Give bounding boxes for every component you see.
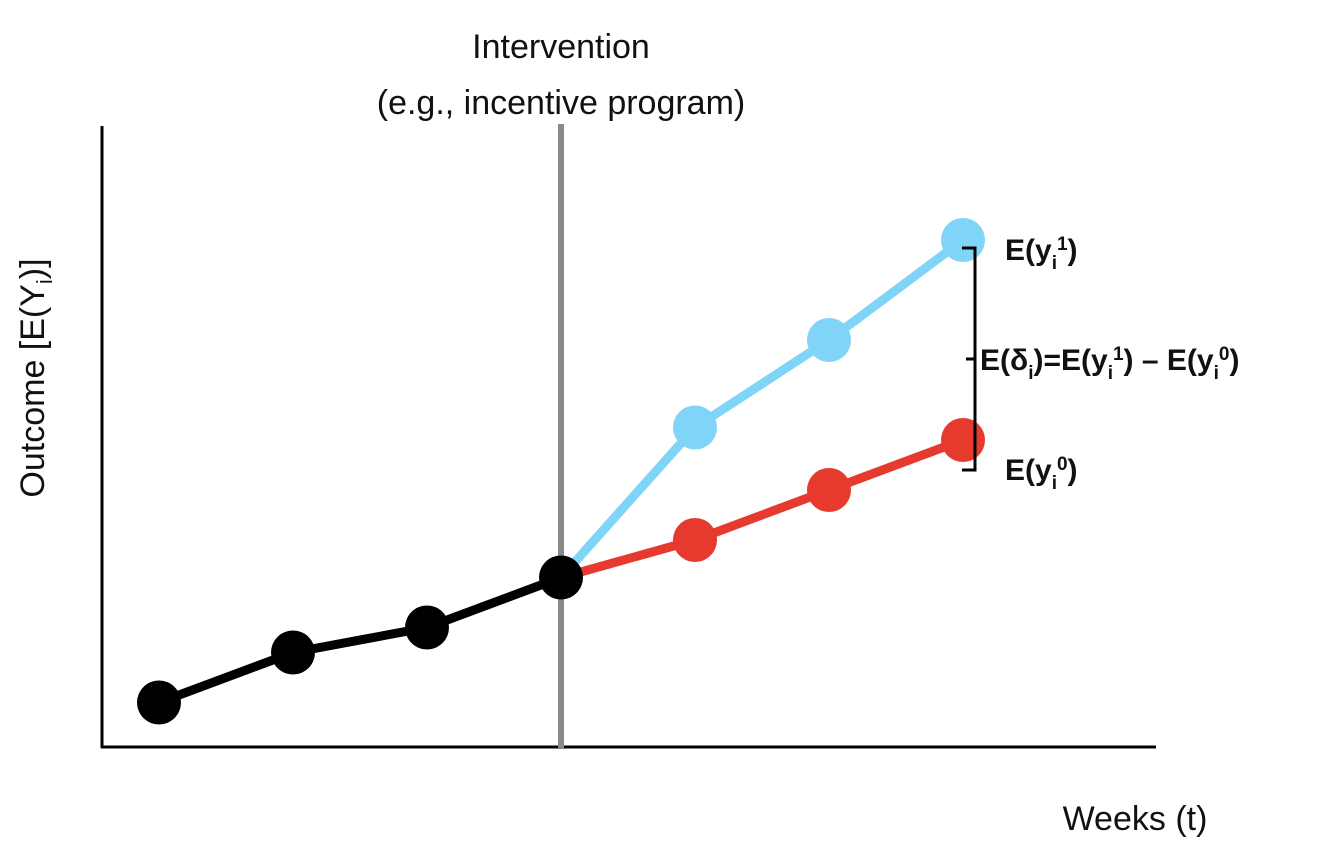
control-point xyxy=(673,518,717,562)
control-line xyxy=(559,435,965,582)
baseline-series xyxy=(137,555,583,725)
y-axis-label: Outcome [E(Yi)] xyxy=(14,258,57,497)
x-axis-label: Weeks (t) xyxy=(1063,800,1208,838)
treated-point xyxy=(673,405,717,450)
treatment-effect-label: E(δi)=E(yi1) – E(yi0) xyxy=(980,344,1239,384)
baseline-point xyxy=(405,605,449,650)
control-outcome-label: E(yi0) xyxy=(1005,454,1078,494)
baseline-line xyxy=(157,573,563,707)
baseline-point xyxy=(271,630,315,675)
intervention-label-line2: (e.g., incentive program) xyxy=(377,84,746,122)
series-layer xyxy=(137,218,985,725)
baseline-point xyxy=(137,680,181,725)
treated-point xyxy=(941,218,985,262)
control-point xyxy=(807,468,851,512)
treated-series xyxy=(557,218,985,581)
control-series xyxy=(559,418,985,582)
treated-point xyxy=(807,318,851,362)
intervention-label-line1: Intervention xyxy=(472,28,650,66)
effect-bracket xyxy=(962,246,977,472)
baseline-point xyxy=(539,555,583,600)
treated-outcome-label: E(yi1) xyxy=(1005,234,1078,274)
treated-line xyxy=(557,236,966,581)
control-point xyxy=(941,418,985,462)
